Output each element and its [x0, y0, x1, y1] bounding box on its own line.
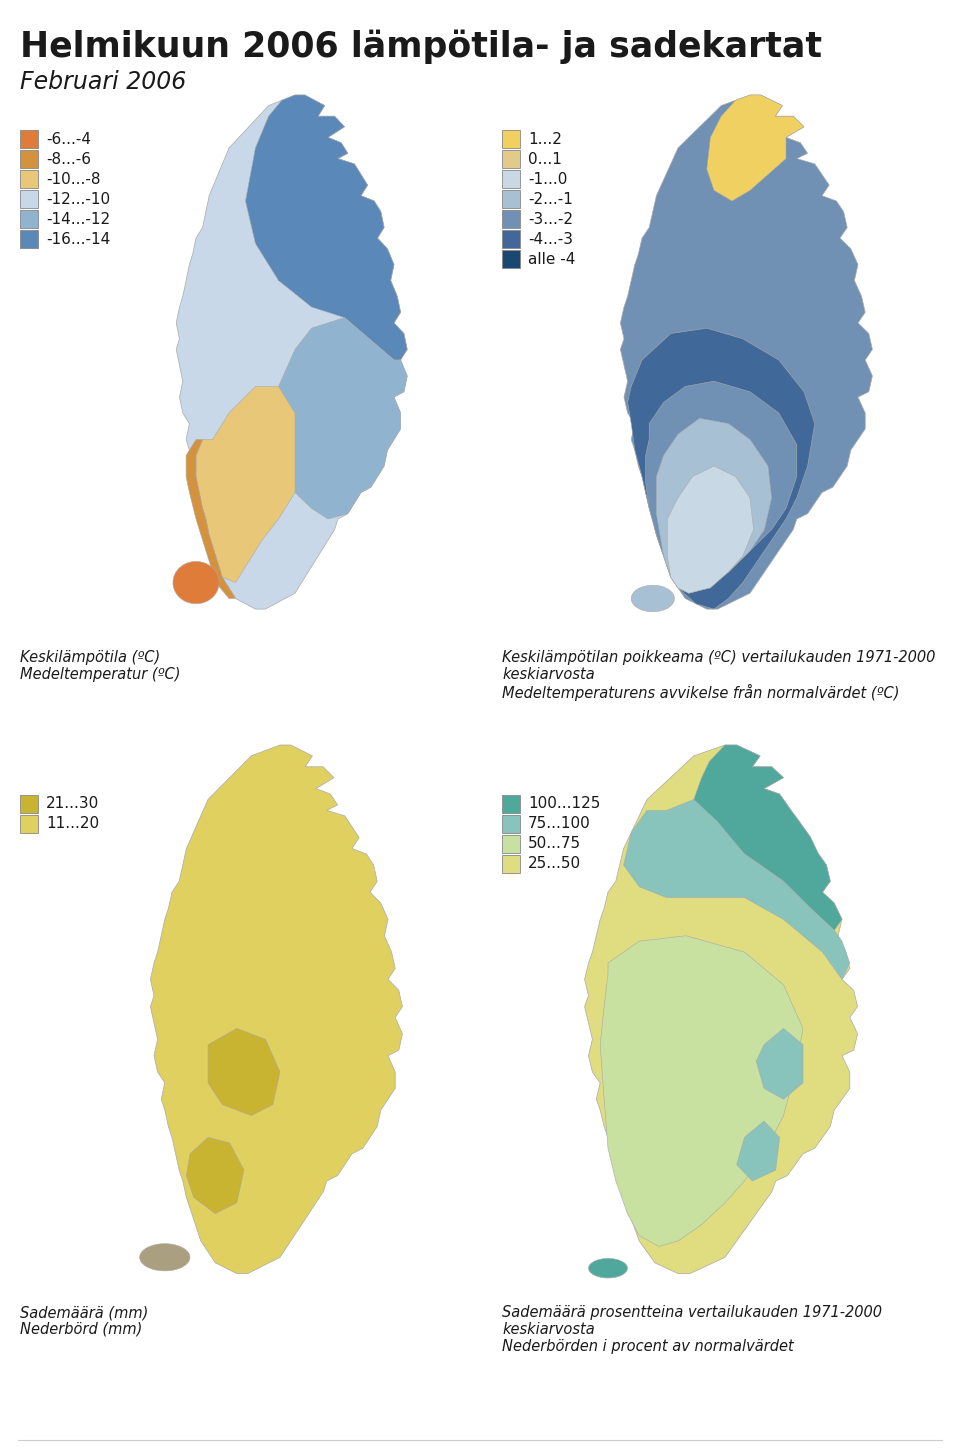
Polygon shape: [736, 1121, 780, 1181]
Text: keskiarvosta: keskiarvosta: [502, 1322, 595, 1338]
Text: -1...0: -1...0: [528, 172, 567, 186]
Text: 21...30: 21...30: [46, 797, 99, 811]
Text: Nederbörden i procent av normalvärdet: Nederbörden i procent av normalvärdet: [502, 1339, 794, 1354]
Text: 25...50: 25...50: [528, 856, 581, 871]
Bar: [20, 150, 38, 169]
Polygon shape: [186, 439, 235, 599]
Bar: [502, 150, 520, 169]
Text: -16...-14: -16...-14: [46, 231, 110, 247]
Polygon shape: [186, 1137, 244, 1214]
Text: -4...-3: -4...-3: [528, 231, 573, 247]
Bar: [20, 209, 38, 228]
Polygon shape: [667, 465, 754, 593]
Text: -14...-12: -14...-12: [46, 211, 110, 227]
Polygon shape: [645, 381, 797, 593]
Polygon shape: [628, 329, 815, 609]
Text: alle -4: alle -4: [528, 252, 575, 266]
Bar: [20, 816, 38, 833]
Text: Helmikuun 2006 lämpötila- ja sadekartat: Helmikuun 2006 lämpötila- ja sadekartat: [20, 31, 822, 64]
Text: 0...1: 0...1: [528, 151, 562, 167]
Text: -8...-6: -8...-6: [46, 151, 91, 167]
Bar: [502, 855, 520, 872]
Text: 16   ILMASTOKATSAUS 2/06: 16 ILMASTOKATSAUS 2/06: [18, 1453, 190, 1454]
Polygon shape: [196, 387, 295, 583]
Polygon shape: [694, 744, 842, 931]
Polygon shape: [208, 1028, 280, 1115]
Text: 100...125: 100...125: [528, 797, 600, 811]
Polygon shape: [707, 95, 804, 201]
Bar: [502, 209, 520, 228]
Polygon shape: [624, 800, 850, 980]
Bar: [502, 795, 520, 813]
Text: 50...75: 50...75: [528, 836, 581, 852]
Text: Februari 2006: Februari 2006: [20, 70, 186, 95]
Text: 75...100: 75...100: [528, 817, 590, 832]
Polygon shape: [756, 1028, 803, 1099]
Bar: [20, 129, 38, 148]
Text: Keskilämpötila (ºC): Keskilämpötila (ºC): [20, 650, 160, 664]
Bar: [502, 250, 520, 268]
Polygon shape: [173, 561, 219, 603]
Bar: [502, 230, 520, 249]
Polygon shape: [246, 95, 407, 361]
Bar: [20, 190, 38, 208]
Text: Nederbörd (mm): Nederbörd (mm): [20, 1322, 142, 1338]
Text: -10...-8: -10...-8: [46, 172, 101, 186]
Text: 1...2: 1...2: [528, 131, 562, 147]
Polygon shape: [140, 1243, 190, 1271]
Text: Medeltemperatur (ºC): Medeltemperatur (ºC): [20, 667, 180, 682]
Bar: [20, 230, 38, 249]
Bar: [502, 170, 520, 188]
Text: -6...-4: -6...-4: [46, 131, 91, 147]
Text: keskiarvosta: keskiarvosta: [502, 667, 595, 682]
Polygon shape: [600, 936, 803, 1246]
Polygon shape: [632, 586, 674, 612]
Polygon shape: [620, 95, 873, 609]
Bar: [502, 129, 520, 148]
Bar: [502, 816, 520, 833]
Text: Sademäärä (mm): Sademäärä (mm): [20, 1306, 149, 1320]
Text: Medeltemperaturens avvikelse från normalvärdet (ºC): Medeltemperaturens avvikelse från normal…: [502, 683, 900, 701]
Text: Sademäärä prosentteina vertailukauden 1971-2000: Sademäärä prosentteina vertailukauden 19…: [502, 1306, 882, 1320]
Text: 11...20: 11...20: [46, 817, 99, 832]
Polygon shape: [657, 419, 772, 593]
Bar: [502, 835, 520, 853]
Polygon shape: [269, 317, 407, 519]
Polygon shape: [151, 744, 402, 1274]
Text: -3...-2: -3...-2: [528, 211, 573, 227]
Bar: [20, 795, 38, 813]
Bar: [20, 170, 38, 188]
Polygon shape: [585, 744, 857, 1274]
Polygon shape: [588, 1258, 628, 1278]
Text: Keskilämpötilan poikkeama (ºC) vertailukauden 1971-2000: Keskilämpötilan poikkeama (ºC) vertailuk…: [502, 650, 935, 664]
Bar: [502, 190, 520, 208]
Polygon shape: [177, 95, 407, 609]
Text: -2...-1: -2...-1: [528, 192, 573, 206]
Text: -12...-10: -12...-10: [46, 192, 110, 206]
